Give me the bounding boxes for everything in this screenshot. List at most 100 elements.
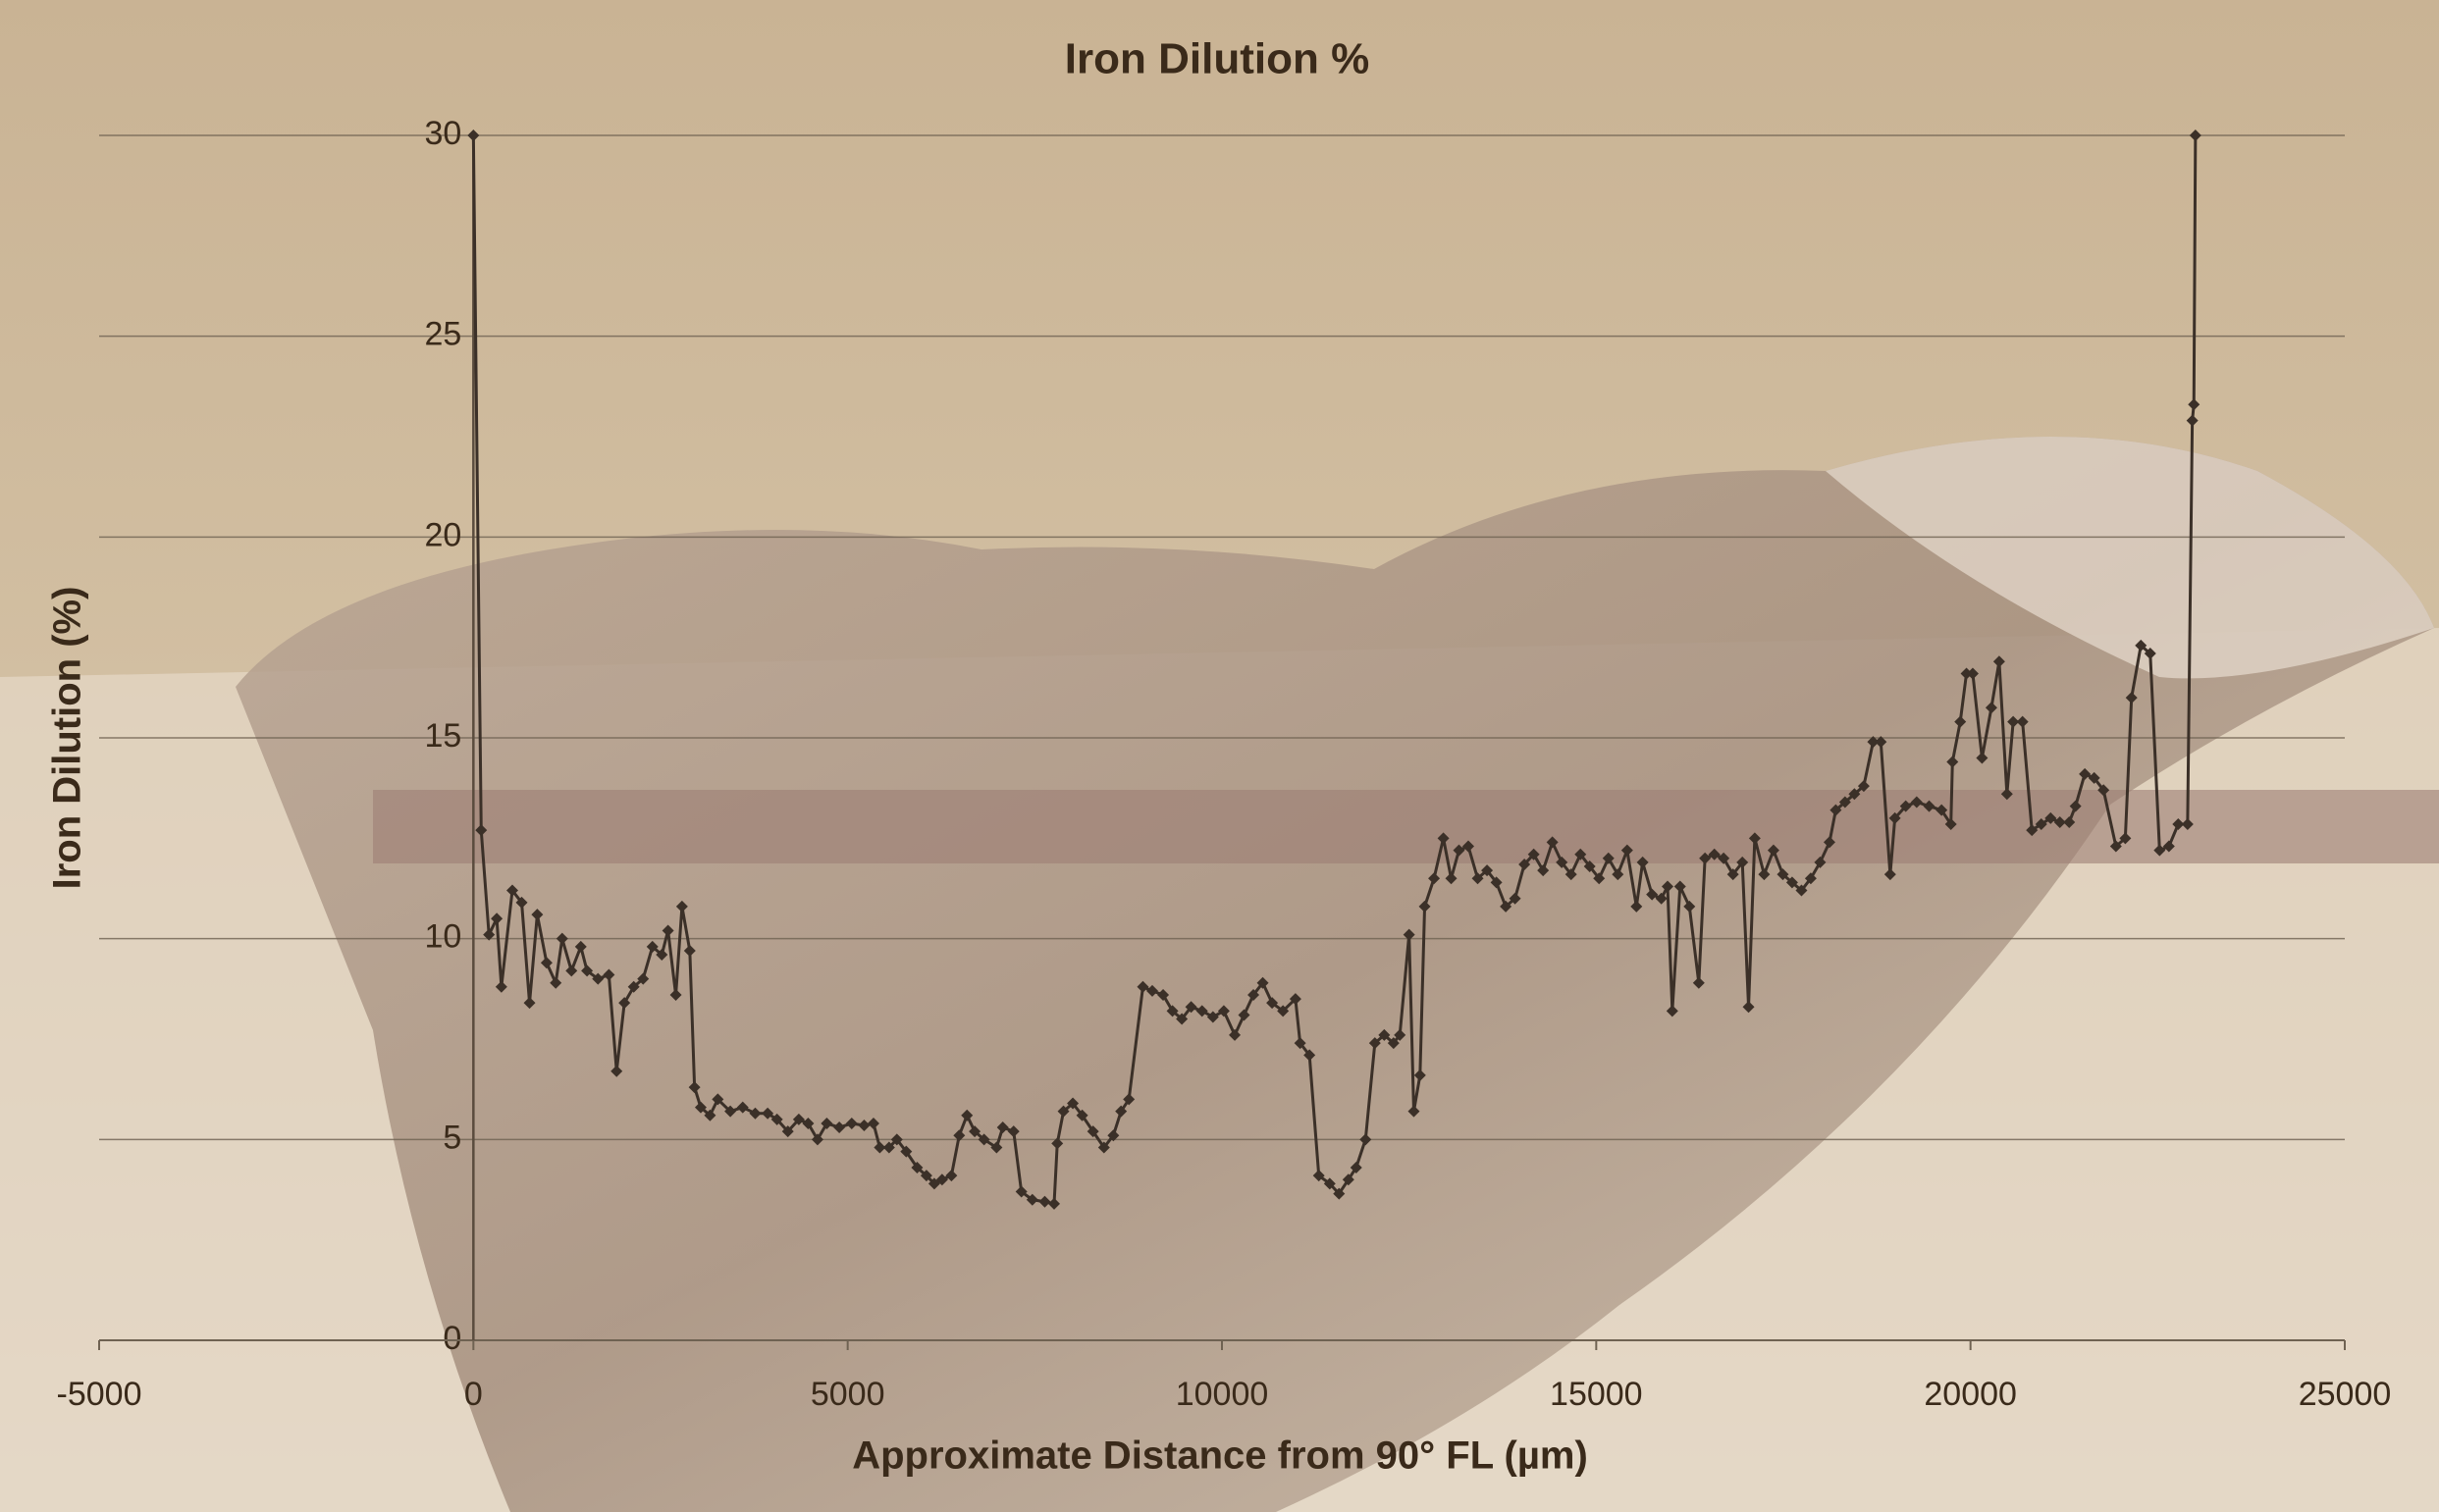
data-point <box>900 1145 913 1158</box>
data-point <box>1662 880 1674 893</box>
data-point <box>1954 715 1967 728</box>
data-point <box>1115 1105 1128 1118</box>
background-highlight <box>1826 437 2434 679</box>
data-point <box>491 912 504 925</box>
data-point <box>858 1120 871 1132</box>
data-point <box>515 896 528 909</box>
data-point <box>1612 868 1624 881</box>
data-point <box>821 1117 833 1129</box>
data-point <box>1490 876 1503 889</box>
data-point <box>770 1113 783 1125</box>
data-point <box>683 944 696 957</box>
data-point <box>1976 752 1988 764</box>
data-point <box>1342 1173 1354 1186</box>
data-point <box>1960 667 1973 680</box>
data-point <box>762 1107 774 1120</box>
data-point <box>1195 1005 1208 1017</box>
data-point <box>1992 655 2005 668</box>
data-point <box>1776 868 1789 881</box>
data-point <box>1666 1005 1678 1017</box>
data-point <box>1910 796 1923 808</box>
data-point <box>483 928 496 941</box>
data-point <box>811 1133 823 1146</box>
data-point <box>603 968 615 981</box>
data-point <box>675 900 688 912</box>
data-point <box>920 1170 932 1182</box>
data-point <box>495 980 507 993</box>
data-point <box>1785 876 1798 889</box>
data-point <box>1145 984 1158 997</box>
data-point <box>990 1141 1003 1154</box>
data-point <box>1518 858 1531 870</box>
data-point <box>1407 1105 1420 1118</box>
data-point <box>961 1109 974 1121</box>
data-point <box>2053 815 2066 828</box>
data-point <box>688 1081 701 1094</box>
data-point <box>1646 888 1659 901</box>
data-point <box>618 997 631 1010</box>
data-point <box>1067 1097 1080 1110</box>
data-point <box>1848 788 1861 801</box>
data-point <box>1403 928 1415 941</box>
data-point <box>1546 836 1559 849</box>
data-point <box>1166 1005 1179 1017</box>
data-point <box>1368 1037 1381 1050</box>
x-tick-label: 10000 <box>1176 1376 1269 1413</box>
data-point <box>1944 818 1957 831</box>
data-point <box>1123 1093 1136 1106</box>
data-point <box>2063 815 2076 828</box>
data-point <box>1935 804 1948 816</box>
data-point <box>1838 796 1851 808</box>
data-point <box>1038 1195 1051 1208</box>
data-point <box>1748 832 1761 845</box>
data-point <box>935 1173 948 1186</box>
data-point <box>1087 1125 1099 1138</box>
data-point <box>556 932 568 945</box>
data-point <box>2186 414 2199 427</box>
data-point <box>1176 1013 1189 1025</box>
data-point <box>1057 1105 1070 1118</box>
x-tick-label: 20000 <box>1924 1376 2017 1413</box>
data-point <box>1107 1129 1120 1142</box>
data-point <box>2088 771 2100 784</box>
data-point <box>2007 715 2020 728</box>
data-point <box>1418 900 1431 912</box>
data-point <box>2069 800 2082 812</box>
data-point <box>1256 976 1269 989</box>
data-point <box>1923 800 1935 812</box>
data-point <box>867 1117 879 1129</box>
data-point <box>2035 818 2047 831</box>
data-point <box>565 965 578 977</box>
data-point <box>2135 639 2147 652</box>
data-point <box>1758 868 1771 881</box>
data-point <box>2189 130 2201 141</box>
data-point <box>610 1065 623 1077</box>
y-tick-label: 25 <box>425 316 462 353</box>
data-point <box>1593 872 1606 885</box>
data-point <box>911 1161 924 1173</box>
data-point <box>1620 844 1633 857</box>
data-point <box>1509 892 1521 905</box>
data-point <box>1692 976 1705 989</box>
data-point <box>749 1107 762 1120</box>
background-weld <box>236 437 2434 1512</box>
data-point <box>1076 1109 1088 1121</box>
data-point <box>1718 852 1730 864</box>
chart-title: Iron Dilution % <box>1065 35 1369 83</box>
data-point <box>1015 1185 1028 1198</box>
data-point <box>2153 844 2166 857</box>
data-point <box>1359 1133 1372 1146</box>
data-point <box>1655 892 1668 905</box>
data-point <box>1726 868 1739 881</box>
data-point <box>1574 848 1587 860</box>
data-point <box>2097 784 2110 797</box>
data-line <box>471 134 2198 1206</box>
data-point <box>1097 1141 1110 1154</box>
background-band <box>373 790 2439 863</box>
data-point <box>1461 840 1474 853</box>
data-point <box>2079 767 2092 780</box>
data-point <box>669 988 682 1001</box>
data-point <box>1583 860 1596 872</box>
